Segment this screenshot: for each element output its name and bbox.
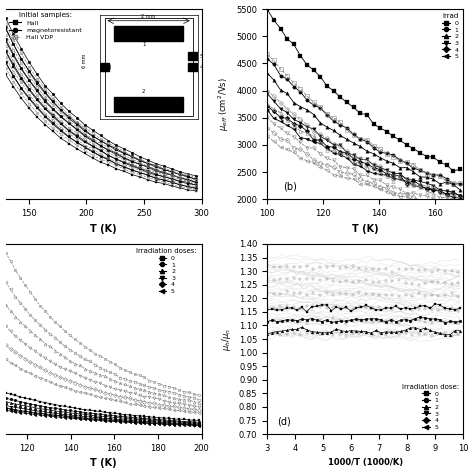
X-axis label: T (K): T (K) bbox=[90, 458, 117, 468]
Legend: 0, 1, 2, 3, 4, 5: 0, 1, 2, 3, 4, 5 bbox=[135, 247, 199, 295]
Legend: Hall, magnetoresistant, Hall VDP: Hall, magnetoresistant, Hall VDP bbox=[8, 11, 83, 42]
Legend: 0, 1, 2, 3, 4, 5: 0, 1, 2, 3, 4, 5 bbox=[441, 12, 460, 60]
X-axis label: 1000/T (1000/K): 1000/T (1000/K) bbox=[328, 458, 403, 467]
X-axis label: T (K): T (K) bbox=[90, 224, 117, 234]
Y-axis label: $\mu_{eff}$ (cm$^2$/Vs): $\mu_{eff}$ (cm$^2$/Vs) bbox=[217, 77, 231, 131]
Text: (d): (d) bbox=[277, 417, 291, 427]
X-axis label: T (K): T (K) bbox=[352, 224, 379, 234]
Legend: 0, 1, 2, 3, 4, 5: 0, 1, 2, 3, 4, 5 bbox=[401, 383, 460, 431]
Text: (b): (b) bbox=[283, 182, 297, 192]
Y-axis label: $\mu_h/\mu_n$: $\mu_h/\mu_n$ bbox=[220, 328, 233, 350]
